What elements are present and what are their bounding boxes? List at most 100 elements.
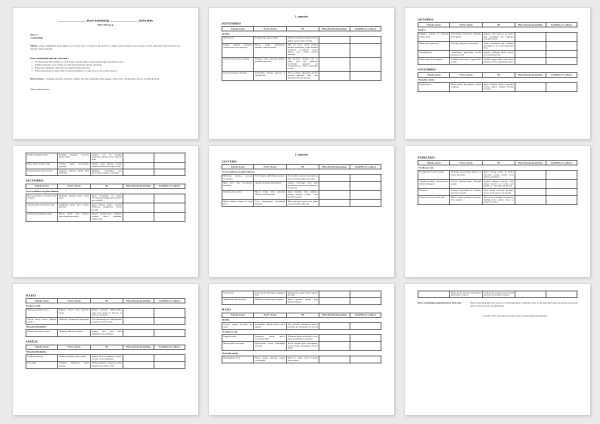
table-row: Nākotnes profesijas izvēle Karjeras izvēl… — [25, 308, 186, 318]
table-cell: Prot izvēlēties drošāko ceļu uz skolu, z… — [286, 56, 320, 72]
table-cell: Izprot pienākumu un tiesību vienotību, p… — [90, 193, 124, 204]
theme-subheading: Karjeras izvēle — [25, 304, 41, 308]
document-page[interactable]: 2. semestris JANVĀRIS Stundas temats Norise… — [209, 146, 394, 277]
column-header: Stundas temats — [221, 26, 255, 32]
column-header: Sadarbība ar vecākiem — [349, 312, 382, 318]
table-cell: Nostiprina klases saliedētību, ievēro da… — [286, 334, 320, 342]
table-cell: Pārgājiens, sporta spēles, novērojumi da… — [253, 334, 287, 342]
table-cell: Lāčplēša diena — [417, 82, 451, 93]
column-header: Plāna īstenošanās pozīcijas — [122, 298, 155, 304]
month-heading: JANVĀRIS — [221, 159, 237, 163]
table-cell: Izprot Lāčplēša dienas vēsturisko nozīmi… — [482, 82, 516, 93]
table-cell: Tests, vingrinājumi, individuālas pārrun… — [253, 199, 287, 207]
table-row: Ziemassvētku gaidīšanas laiks Klases vaka… — [25, 211, 186, 222]
table-row: Zinību diena Svinīgā līnija, klases stund… — [221, 36, 382, 44]
table-cell — [514, 82, 547, 93]
table-cell — [514, 290, 547, 299]
month-heading: OKTOBRIS — [417, 17, 434, 21]
table-row: Atkarību profilakse, smēķēšanas un alkoh… — [417, 179, 578, 190]
table-row: Pārgājiens dabā Pārgājiens, sporta spēles… — [221, 334, 382, 342]
plan-table: Baltā galdauta svētki Klases stunda, pārr… — [221, 355, 382, 364]
table-header-row: Stundas temats Norises forma SR Plāna īsten… — [25, 344, 186, 350]
column-header: Plāna īstenošanās pozīcijas — [122, 183, 155, 189]
plan-table: Lieldienu tradīcijas Radošās darbnīcas, k… — [25, 354, 186, 369]
table-row: Mātes dienas koncerts, apsveikumu gatavo… — [417, 290, 578, 299]
table-cell: Paplašina redzesloku par Ziemeļvalstu ku… — [90, 168, 124, 177]
document-page[interactable]: FEBRUĀRIS Stundas temats Norises forma SR Pl… — [405, 146, 590, 277]
document-page[interactable]: ____________________ klases audzinātāja … — [13, 8, 198, 139]
table-cell: Izprot barikāžu laika notikumu nozīmi La… — [286, 190, 320, 200]
document-page[interactable]: Latvijas dzimšanas diena Svinīgais pasāku… — [13, 146, 198, 277]
column-header: SR — [90, 344, 124, 350]
table-cell: Intervija, stāstījums, prezentācija — [449, 41, 483, 52]
forms-label: Darba formas — [30, 78, 44, 81]
theme-subheading: Veselība un vide — [417, 166, 434, 170]
table-cell — [514, 57, 547, 65]
table-cell — [349, 190, 382, 200]
table-cell: Instruktāžas, situāciju analīze, video a… — [253, 322, 287, 330]
plan-table: Veselīgs dzīvesveids un uzturs Diskusija,… — [417, 170, 578, 206]
table-cell — [318, 341, 351, 352]
table-cell: Klases stunda, instruktāžas, pārrunas, s… — [253, 42, 287, 58]
table-cell — [545, 195, 578, 206]
month-heading: NOVEMBRIS — [417, 67, 437, 72]
document-page[interactable]: OKTOBRIS Stundas temats Norises forma SR Plā… — [405, 8, 590, 139]
plan-table: Pārgājiens dabā Pārgājiens, sporta spēles… — [221, 334, 382, 352]
theme-subheading: Veselība un vide — [221, 331, 238, 334]
table-cell: Putnu būrīšu gatavošana, pārgājiens dabā — [253, 290, 287, 299]
page-content: OKTOBRIS Stundas temats Norises forma SR Plā… — [405, 8, 590, 139]
table-cell — [545, 188, 578, 196]
forms-paragraph: Darba formas – diskusija, pārrunas, konk… — [30, 78, 180, 81]
table-cell — [514, 32, 547, 42]
table-cell — [318, 334, 351, 342]
table-cell: Mācīšanās mācīties, semestra izvērtējums — [221, 174, 255, 182]
table-cell — [349, 42, 382, 58]
table-row: Adventes laiks, labo darbu nedēļa Labdarī… — [25, 202, 186, 213]
table-cell — [349, 322, 382, 330]
column-header: SR — [482, 160, 516, 166]
table-cell: Rīcība ekstremālās situācijās — [221, 70, 255, 81]
table-cell: Barikāžu atceres diena — [221, 190, 255, 200]
plan-table: Sakopta vide sākas ar mani Diskusija, pla… — [25, 329, 186, 337]
document-page[interactable]: Mātes dienas koncerts, apsveikumu gatavo… — [405, 284, 590, 415]
theme-subheading: Karjera — [417, 28, 426, 32]
table-cell — [122, 329, 155, 337]
table-cell — [318, 70, 351, 81]
goal-label: Mērķis: — [30, 44, 39, 48]
tasks-label: Klases audzinātāja galvenie uzdevumi : — [30, 57, 69, 60]
table-cell: Zina, kā rīkoties ugunsgrēka un citu ārk… — [286, 70, 320, 81]
column-header: Sadarbība ar vecākiem — [545, 160, 578, 166]
table-cell: Nākotnes profesijas izvēle — [25, 308, 59, 318]
plan-table: Drošība vasaras brīvlaikā, pie ūdens Inst… — [221, 322, 382, 330]
document-page[interactable]: 1. semestris SEPTEMBRIS Stundas temats Nori… — [209, 8, 394, 139]
column-header: Norises forma — [253, 312, 287, 318]
table-header-row: Stundas temats Norises forma SR Plāna īsten… — [221, 26, 382, 32]
document-page[interactable]: Putnu dienas Putnu būrīšu gatavošana, pār… — [209, 284, 394, 415]
table-cell: Lielā talka — [25, 361, 59, 369]
column-header: Stundas temats — [25, 344, 59, 350]
theme-subheading: Sevis izzināšana un pilnveidošana — [25, 190, 59, 193]
table-cell: Putnu dienas — [221, 290, 255, 299]
document-page[interactable]: MARTS Stundas temats Norises forma SR Plāna … — [13, 284, 198, 415]
table-cell: Piedalās kopīgā darbā, izprot darba tiku… — [482, 57, 516, 65]
column-header: SR — [286, 164, 320, 170]
table-cell: Godina māti un ģimeni, prot izteikt pate… — [482, 290, 516, 299]
table-cell — [514, 179, 547, 190]
column-header: Plāna īstenošanās pozīcijas — [514, 72, 547, 78]
table-row: Rīcība ekstremālās situācijās Evakuācijas… — [221, 70, 382, 81]
table-cell: Klases stunda, praktiski uzdevumi, video… — [449, 195, 483, 206]
table-cell: Klases stunda, pārrunas, kopīgs svētku g… — [253, 355, 287, 364]
table-cell — [153, 193, 186, 204]
page-content: FEBRUĀRIS Stundas temats Norises forma SR Pl… — [405, 146, 590, 277]
table-cell — [318, 180, 351, 191]
table-row: Lielā talka Praktiska darbošanās skolas a… — [25, 361, 186, 369]
table-cell: Diskusija, prezentācijas, tikšanās ar uz… — [449, 170, 483, 180]
table-cell: Iepazīst latviešu gadskārtu ieražas, ies… — [90, 354, 124, 362]
table-row: Mani brīvā laika pavadīšanas paradumi Apt… — [221, 180, 382, 191]
table-cell: Pašvērtējums, individuālas pārrunas — [253, 174, 287, 182]
task-item: Pilnveidot prasmi sevi pilnveidot un ris… — [35, 70, 181, 73]
table-cell: Iepazīst putnu sugas, mācās rūpēties par… — [286, 290, 320, 299]
table-cell: Karjeras izvēles tests, pārrunas, spēles — [57, 308, 91, 318]
table-cell: Izprot grāmatu nozīmi, kopj lasīšanas ku… — [286, 297, 320, 305]
column-header: SR — [482, 22, 516, 28]
